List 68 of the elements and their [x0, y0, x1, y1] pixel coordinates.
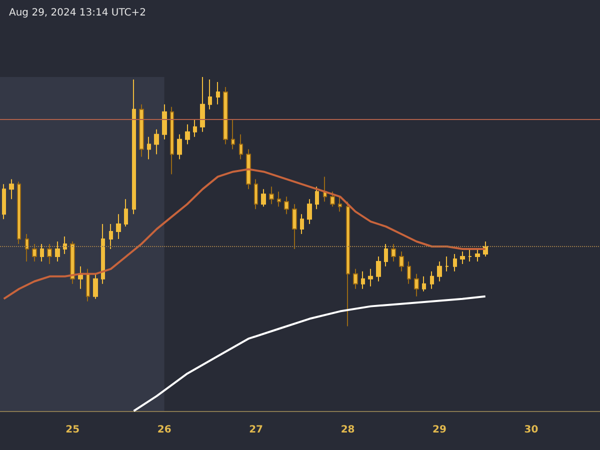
- candlestick: [55, 241, 60, 262]
- text: Aug 29, 2024 13:14 UTC+2: [9, 8, 146, 18]
- candlestick: [391, 244, 396, 262]
- candlestick: [170, 106, 174, 175]
- candlestick: [269, 186, 274, 205]
- candlestick: [475, 248, 480, 262]
- candlestick: [223, 86, 228, 145]
- candlestick: [185, 124, 190, 145]
- candlestick: [284, 196, 289, 215]
- candlestick: [330, 191, 335, 208]
- candlestick: [2, 184, 6, 220]
- x-tick-label: 27: [249, 424, 264, 436]
- candlestick: [353, 268, 358, 290]
- candlestick: [154, 128, 159, 155]
- candlestick: [193, 118, 197, 138]
- candlestick: [86, 268, 90, 302]
- candlestick: [468, 248, 472, 262]
- candlestick: [292, 204, 297, 250]
- candlestick: [246, 148, 251, 190]
- candlestick: [239, 134, 243, 160]
- candlestick: [47, 244, 52, 264]
- candlestick: [177, 134, 182, 160]
- candlestick: [315, 186, 319, 210]
- candlestick: [254, 178, 258, 210]
- candlestick: [453, 253, 457, 272]
- candlestick: [368, 268, 373, 287]
- candlestick: [422, 276, 426, 292]
- candlestick: [384, 244, 388, 267]
- candlestick: [346, 201, 350, 327]
- candlestick: [139, 104, 144, 158]
- candlestick: [231, 118, 235, 150]
- x-tick-label: 29: [432, 424, 446, 436]
- candlestick: [93, 273, 98, 300]
- candlestick: [445, 256, 449, 272]
- candlestick: [460, 250, 465, 264]
- candlestick: [17, 181, 21, 244]
- candlestick: [437, 260, 442, 282]
- candlestick: [101, 224, 105, 284]
- x-tick-label: 30: [524, 424, 538, 436]
- candlestick: [376, 256, 381, 282]
- candlestick: [116, 214, 121, 240]
- candlestick: [147, 136, 151, 160]
- candlestick: [307, 198, 312, 225]
- candlestick: [430, 270, 434, 290]
- x-tick-label: 25: [66, 424, 80, 436]
- candlestick: [70, 241, 75, 284]
- candlestick: [124, 198, 128, 228]
- candlestick: [25, 234, 29, 262]
- candlestick: [414, 273, 419, 297]
- x-tick-label: 26: [157, 424, 172, 436]
- candlestick: [109, 224, 113, 250]
- candlestick: [200, 76, 205, 132]
- candlestick: [361, 270, 365, 290]
- candlestick: [32, 244, 37, 262]
- candlestick: [63, 236, 67, 254]
- x-tick-label: 28: [340, 424, 355, 436]
- candlestick: [300, 214, 304, 235]
- candlestick: [261, 188, 266, 208]
- candlestick: [162, 104, 167, 140]
- candlestick: [208, 78, 212, 110]
- candlestick: [132, 78, 136, 215]
- candlestick: [40, 244, 44, 262]
- candlestick: [9, 178, 14, 200]
- candlestick: [407, 260, 411, 284]
- candlestick: [399, 250, 404, 272]
- candlestick: [277, 191, 281, 208]
- candlestick: [338, 196, 342, 212]
- candlestick: [216, 81, 220, 105]
